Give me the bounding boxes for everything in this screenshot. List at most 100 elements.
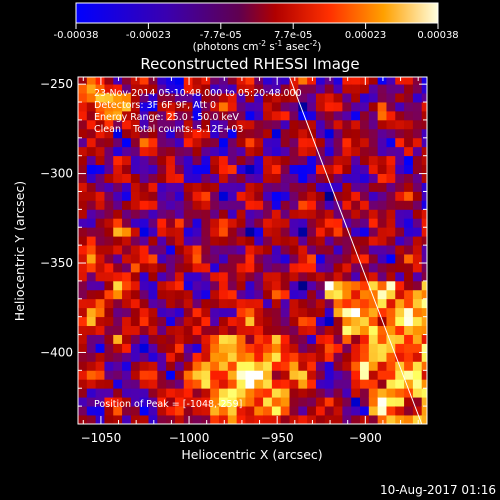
heatmap-cell — [412, 93, 423, 103]
heatmap-cell — [157, 388, 167, 398]
heatmap-cell — [368, 415, 379, 424]
heatmap-cell — [104, 227, 114, 237]
heatmap-cell — [280, 102, 290, 112]
heatmap-cell — [263, 388, 273, 398]
heatmap-cell — [404, 137, 414, 148]
heatmap-cell — [351, 128, 361, 139]
heatmap-cell — [333, 146, 343, 157]
heatmap-cell — [122, 415, 132, 424]
heatmap-cell — [95, 146, 105, 157]
heatmap-cell — [254, 263, 264, 273]
heatmap-cell — [368, 119, 379, 130]
heatmap-cell — [280, 245, 290, 255]
heatmap-cell — [139, 146, 149, 157]
heatmap-cell — [315, 128, 326, 139]
heatmap-cell — [412, 361, 423, 371]
heatmap-cell — [360, 128, 370, 139]
heatmap-cell — [289, 334, 299, 344]
heatmap-cell — [122, 289, 132, 300]
heatmap-cell — [104, 137, 114, 148]
heatmap-cell — [360, 77, 370, 85]
heatmap-cell — [183, 77, 193, 85]
heatmap-cell — [412, 218, 423, 228]
heatmap-cell — [157, 263, 167, 273]
heatmap-cell — [139, 361, 149, 371]
heatmap-cell — [157, 209, 167, 219]
heatmap-cell — [245, 119, 255, 130]
heatmap-cell — [227, 415, 238, 424]
heatmap-cell — [113, 173, 123, 183]
heatmap-cell — [254, 379, 264, 389]
heatmap-cell — [201, 289, 211, 300]
heatmap-cell — [280, 254, 290, 264]
heatmap-cell — [201, 218, 211, 228]
heatmap-cell — [104, 379, 114, 389]
heatmap-cell — [386, 164, 396, 174]
heatmap-cell — [315, 191, 326, 201]
heatmap-cell — [148, 343, 158, 353]
heatmap-cell — [360, 263, 370, 273]
heatmap-cell — [139, 388, 149, 398]
heatmap-cell — [166, 325, 176, 335]
heatmap-cell — [192, 343, 202, 353]
heatmap-cell — [395, 119, 405, 130]
heatmap-cell — [324, 93, 334, 103]
heatmap-cell — [377, 102, 387, 112]
heatmap-cell — [254, 280, 264, 291]
heatmap-cell — [201, 316, 211, 327]
heatmap-cell — [307, 191, 317, 201]
heatmap-cell — [298, 191, 308, 201]
heatmap-cell — [113, 289, 123, 300]
heatmap-cell — [254, 388, 264, 398]
heatmap-cell — [95, 271, 105, 282]
heatmap-cell — [219, 84, 229, 94]
heatmap-cell — [201, 182, 211, 192]
heatmap-cell — [113, 110, 123, 121]
heatmap-cell — [192, 102, 202, 112]
heatmap-cell — [86, 415, 97, 424]
heatmap-cell — [254, 307, 264, 318]
heatmap-cell — [174, 77, 185, 85]
heatmap-cell — [227, 93, 238, 103]
heatmap-cell — [386, 280, 396, 291]
heatmap-cell — [227, 361, 238, 371]
heatmap-cell — [351, 254, 361, 264]
heatmap-cell — [289, 245, 299, 255]
heatmap-cell — [360, 227, 370, 237]
heatmap-cell — [404, 316, 414, 327]
heatmap-cell — [227, 119, 238, 130]
heatmap-cell — [333, 343, 343, 353]
heatmap-cell — [360, 110, 370, 121]
heatmap-cell — [404, 397, 414, 407]
heatmap-cell — [86, 254, 97, 264]
heatmap-cell — [315, 209, 326, 219]
heatmap-cell — [298, 415, 308, 424]
heatmap-cell — [254, 93, 264, 103]
heatmap-cell — [333, 370, 343, 380]
heatmap-cell — [395, 77, 405, 85]
heatmap-cell — [192, 146, 202, 157]
heatmap-cell — [254, 227, 264, 237]
heatmap-cell — [395, 352, 405, 362]
heatmap-cell — [271, 77, 282, 85]
heatmap-cell — [315, 236, 326, 246]
heatmap-cell — [245, 110, 255, 121]
heatmap-cell — [245, 218, 255, 228]
heatmap-cell — [122, 182, 132, 192]
heatmap-cell — [377, 325, 387, 335]
heatmap-cell — [386, 397, 396, 407]
heatmap-cell — [289, 137, 299, 148]
heatmap-cell — [183, 200, 193, 210]
heatmap-cell — [130, 173, 141, 183]
heatmap-cell — [236, 263, 246, 273]
heatmap-cell — [130, 77, 141, 85]
heatmap-cell — [245, 406, 255, 416]
heatmap-cell — [351, 298, 361, 309]
heatmap-cell — [113, 102, 123, 112]
heatmap-cell — [157, 334, 167, 344]
heatmap-cell — [245, 182, 255, 192]
heatmap-cell — [307, 415, 317, 424]
heatmap-cell — [183, 119, 193, 130]
heatmap-cell — [139, 119, 149, 130]
heatmap-cell — [219, 397, 229, 407]
